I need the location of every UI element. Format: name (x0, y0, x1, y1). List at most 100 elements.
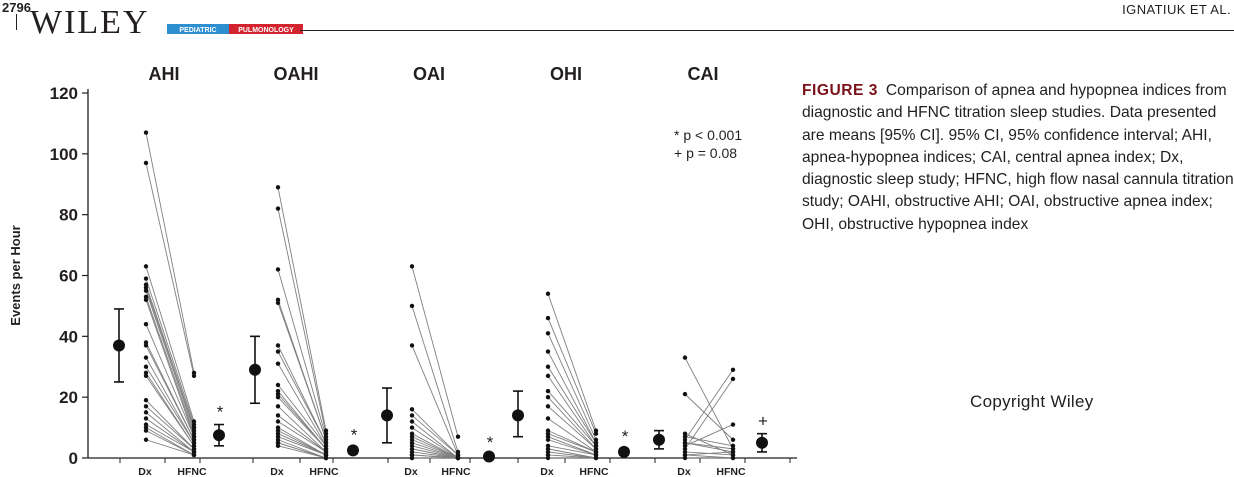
journal-badge-right (229, 24, 303, 34)
paired-line-cai (684, 436, 734, 447)
paired-line-oahi (277, 439, 327, 459)
dx-point-cai (682, 437, 688, 442)
x-tick-label-dx: Dx (404, 466, 418, 477)
hfnc-point-ahi (191, 428, 197, 433)
dx-point-oahi (275, 343, 281, 348)
dx-point-ahi (143, 410, 149, 415)
dx-point-ahi (143, 297, 149, 303)
panel-title-ahi: AHI (149, 64, 180, 84)
dx-point-ohi (545, 416, 551, 421)
hfnc-point-ahi (191, 370, 197, 376)
hfnc-point-oahi (323, 431, 329, 436)
dx-point-ohi (545, 434, 551, 439)
paired-line-ohi (547, 366, 597, 444)
paired-line-oahi (277, 436, 327, 456)
paired-line-oai (411, 436, 459, 459)
hfnc-point-oai (455, 452, 461, 458)
dx-point-oahi (275, 443, 281, 449)
paired-line-ohi (547, 448, 597, 459)
panel-title-ohi: OHI (550, 64, 582, 84)
dx-point-oai (409, 440, 415, 445)
paired-line-ohi (547, 445, 597, 456)
paired-line-oai (411, 409, 459, 456)
hfnc-point-ahi (191, 422, 197, 427)
hfnc-point-ohi (593, 428, 599, 433)
paired-line-ahi (145, 345, 195, 440)
dx-point-oai (409, 452, 415, 458)
y-tick-label: 100 (50, 145, 78, 164)
paired-line-oahi (277, 442, 327, 459)
paired-line-oai (411, 305, 459, 453)
paired-line-ahi (145, 405, 195, 450)
dx-point-ahi (143, 355, 149, 360)
paired-line-ahi (145, 278, 195, 425)
paired-line-oahi (277, 384, 327, 447)
paired-line-ohi (547, 430, 597, 453)
paired-line-oahi (277, 208, 327, 434)
paired-line-ohi (547, 405, 597, 450)
dx-mean-oai (381, 409, 393, 422)
dx-point-ahi (143, 422, 149, 427)
x-tick-label-dx: Dx (270, 466, 284, 477)
panel-title-oai: OAI (413, 64, 445, 84)
significance-marker-cai: + (758, 412, 768, 431)
dx-point-ohi (545, 331, 551, 336)
paired-line-ohi (547, 351, 597, 444)
paired-line-cai (684, 451, 734, 456)
dx-point-cai (682, 440, 688, 445)
dx-point-ahi (143, 160, 149, 166)
hfnc-mean-ohi (618, 445, 630, 458)
paired-line-oahi (277, 433, 327, 456)
paired-line-ohi (547, 375, 597, 447)
dx-point-oai (409, 455, 415, 461)
dx-point-cai (682, 431, 688, 436)
hfnc-point-cai (730, 376, 736, 382)
journal-badge-left-text: PEDIATRIC (179, 27, 216, 34)
hfnc-point-cai (730, 422, 736, 427)
dx-mean-oahi (249, 363, 261, 376)
hfnc-point-oai (455, 455, 461, 461)
paired-line-oai (411, 427, 459, 459)
paired-line-cai (684, 454, 734, 459)
dx-point-oahi (275, 425, 281, 430)
paired-line-oai (411, 415, 459, 456)
paired-line-ohi (547, 396, 597, 450)
hfnc-point-ahi (191, 434, 197, 439)
x-tick-label-hfnc: HFNC (441, 466, 471, 477)
dx-point-oahi (275, 437, 281, 442)
dx-point-ahi (143, 398, 149, 403)
y-tick-label: 120 (50, 84, 78, 103)
y-tick-label: 0 (69, 449, 78, 468)
paired-line-oahi (277, 415, 327, 453)
paired-line-oahi (277, 405, 327, 453)
dx-point-oahi (275, 391, 281, 397)
dx-point-ohi (545, 291, 551, 296)
x-tick-label-dx: Dx (138, 466, 152, 477)
paired-line-cai (684, 442, 734, 453)
hfnc-point-oahi (323, 443, 329, 449)
paired-line-cai (684, 442, 734, 450)
hfnc-point-ohi (593, 455, 599, 461)
dx-point-cai (682, 443, 688, 449)
dx-point-ahi (143, 425, 149, 430)
hfnc-point-ohi (593, 431, 599, 436)
dx-point-ahi (143, 404, 149, 409)
dx-point-ahi (143, 364, 149, 369)
hfnc-point-ahi (191, 425, 197, 430)
paired-line-oai (411, 345, 459, 456)
hfnc-point-ahi (191, 449, 197, 455)
hfnc-point-cai (730, 452, 736, 458)
hfnc-mean-oahi (347, 444, 359, 457)
hfnc-mean-oai (483, 450, 495, 463)
paired-line-oahi (277, 187, 327, 431)
paired-line-cai (684, 393, 734, 441)
dx-point-ohi (545, 446, 551, 452)
dx-point-oai (409, 407, 415, 412)
dx-point-ohi (545, 428, 551, 433)
x-tick-label-hfnc: HFNC (716, 466, 746, 477)
paired-line-oai (411, 451, 459, 459)
significance-marker-ohi: * (622, 427, 629, 446)
dx-point-oahi (275, 434, 281, 439)
paired-line-ahi (145, 366, 195, 444)
header-divider (2, 14, 17, 30)
